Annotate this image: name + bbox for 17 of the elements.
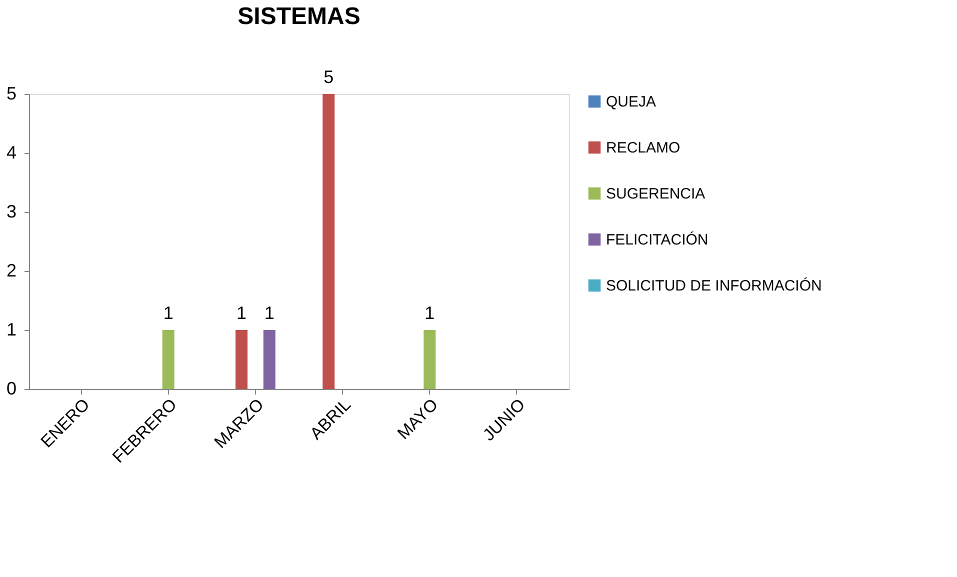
legend-label: SUGERENCIA: [606, 186, 706, 202]
legend-label: QUEJA: [606, 94, 656, 110]
y-tick-label: 1: [6, 320, 16, 340]
y-tick-label: 4: [6, 142, 16, 162]
data-label: 1: [264, 303, 274, 323]
data-label: 1: [236, 303, 247, 323]
data-label: 5: [324, 67, 334, 87]
data-label: 1: [163, 303, 174, 323]
legend-label: RECLAMO: [606, 140, 680, 156]
y-tick-label: 3: [6, 202, 16, 222]
y-tick-label: 5: [6, 84, 16, 104]
y-tick-label: 2: [6, 260, 16, 280]
chart-title: SISTEMAS: [238, 3, 360, 30]
y-tick-label: 0: [6, 378, 16, 398]
legend-label: SOLICITUD DE INFORMACIÓN: [606, 276, 822, 294]
legend-label: FELICITACIÓN: [606, 230, 708, 248]
data-label: 1: [424, 303, 435, 323]
